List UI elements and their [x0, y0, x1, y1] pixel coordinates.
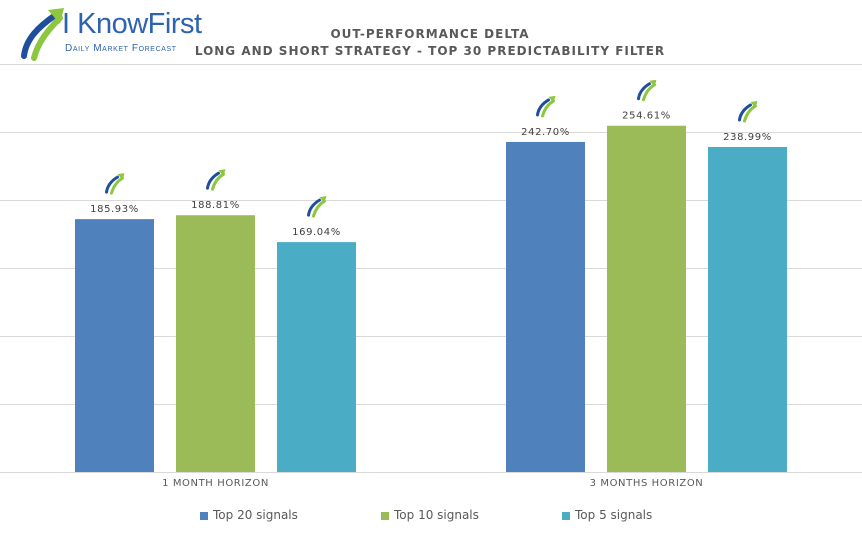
- logo-mark-icon: [637, 79, 657, 102]
- data-label: 169.04%: [292, 227, 341, 238]
- bar: [506, 141, 585, 473]
- bar: [176, 215, 255, 473]
- legend-item-top-10: Top 10 signals: [381, 508, 479, 522]
- legend-swatch: [562, 511, 570, 520]
- legend-label: Top 10 signals: [394, 508, 479, 522]
- chart-subtitle: LONG AND SHORT STRATEGY - TOP 30 PREDICT…: [194, 44, 666, 58]
- i-know-first-logo: I KnowFirst Daily Market Forecast: [18, 6, 202, 62]
- legend-item-top-20: Top 20 signals: [200, 508, 298, 522]
- data-label: 188.81%: [191, 200, 240, 211]
- bar: [75, 219, 154, 472]
- bar: [277, 242, 356, 472]
- logo-mark-icon: [105, 173, 125, 195]
- legend-label: Top 5 signals: [575, 508, 653, 522]
- data-label: 254.61%: [622, 111, 671, 122]
- logo-arrow-icon: [21, 8, 64, 61]
- data-label: 242.70%: [521, 127, 570, 138]
- logo-mark-icon: [307, 196, 327, 218]
- chart-title: OUT-PERFORMANCE DELTA: [330, 27, 530, 41]
- logo-mark-icon: [738, 100, 758, 123]
- bar: [607, 125, 686, 472]
- logo-mark-icon: [536, 95, 556, 118]
- data-label: 185.93%: [90, 204, 139, 215]
- legend-swatch: [381, 511, 389, 520]
- x-tick-label: 3 MONTHS HORIZON: [590, 478, 704, 489]
- x-tick-label: 1 MONTH HORIZON: [162, 478, 269, 489]
- logo-tagline: Daily Market Forecast: [65, 43, 177, 54]
- logo-text: I KnowFirst: [62, 8, 202, 40]
- bar: [708, 146, 787, 472]
- legend-label: Top 20 signals: [213, 508, 298, 522]
- logo-mark-icon: [206, 169, 226, 191]
- data-label: 238.99%: [723, 132, 772, 143]
- legend-swatch: [200, 511, 208, 520]
- legend-item-top-5: Top 5 signals: [562, 508, 652, 522]
